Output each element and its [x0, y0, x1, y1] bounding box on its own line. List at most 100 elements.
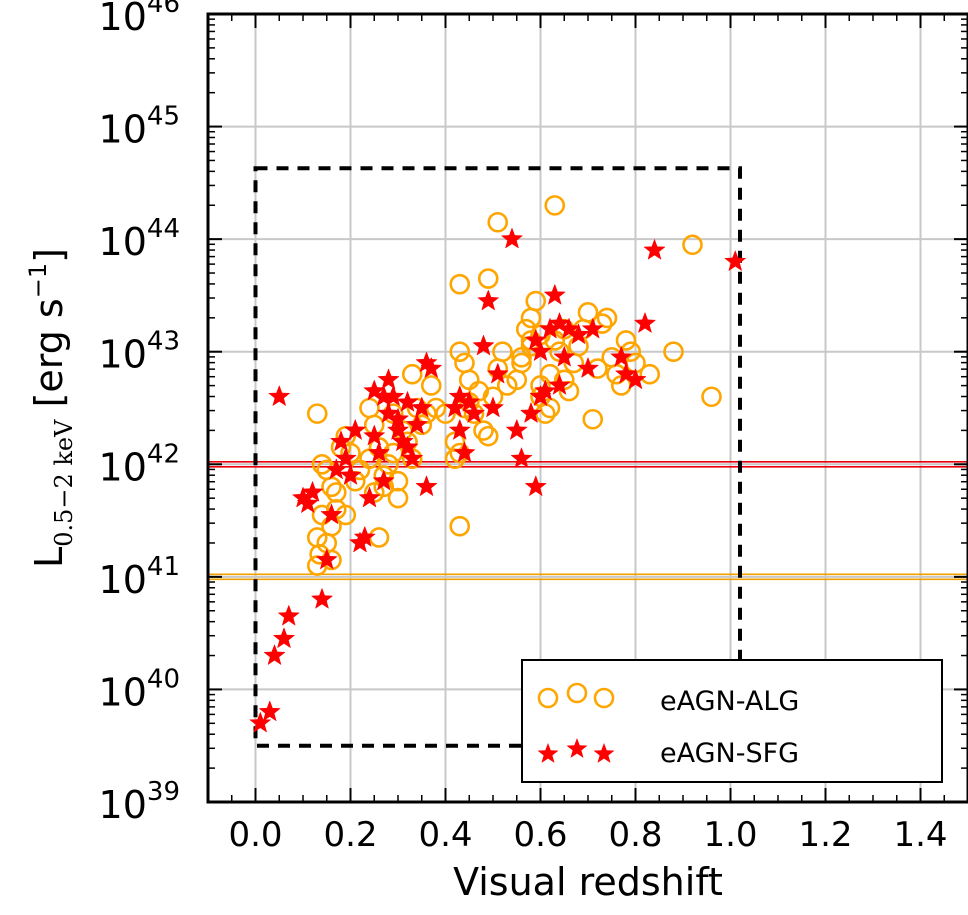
- selection-box-outline: [253, 166, 742, 748]
- alg-point: [359, 397, 380, 419]
- alg-point: [596, 307, 618, 329]
- sfg-point: [557, 317, 581, 339]
- legend-sfg-star: [537, 743, 559, 763]
- sfg-point: [553, 345, 576, 367]
- alg-point: [306, 403, 328, 424]
- legend-alg-circle: [566, 682, 588, 704]
- sfg-point: [448, 418, 471, 440]
- alg-point: [487, 211, 509, 233]
- sfg-point: [505, 418, 528, 440]
- sfg-point: [334, 446, 357, 469]
- data-points: [249, 195, 747, 733]
- alg-point: [582, 408, 604, 430]
- sfg-point: [396, 390, 419, 412]
- sfg-point: [462, 401, 486, 424]
- alg-point: [458, 369, 480, 391]
- x-tick-label: 1.0: [703, 815, 757, 855]
- y-tick-label: 1042: [99, 439, 180, 489]
- x-tick-label: 0.0: [228, 815, 282, 855]
- legend-alg-circle: [537, 687, 559, 709]
- y-tick-label: 1039: [99, 777, 180, 827]
- sfg-point: [258, 700, 281, 722]
- sfg-point: [610, 345, 633, 367]
- alg-point: [525, 290, 547, 312]
- sfg-point: [477, 289, 500, 311]
- sfg-point: [643, 238, 666, 260]
- x-axis-label: Visual redshift: [453, 860, 723, 904]
- sfg-point: [548, 311, 571, 334]
- alg-point: [663, 341, 684, 363]
- sfg-point: [401, 446, 424, 469]
- sfg-point: [372, 384, 395, 407]
- sfg-point: [581, 317, 604, 339]
- alg-point: [387, 487, 409, 509]
- alg-point: [639, 363, 661, 385]
- legend-alg-circle: [593, 687, 615, 709]
- sfg-point: [320, 503, 343, 525]
- alg-point: [682, 234, 703, 256]
- sfg-point: [567, 323, 590, 345]
- alg-point: [378, 453, 399, 475]
- sfg-point: [301, 480, 324, 502]
- sfg-point: [263, 643, 286, 666]
- legend: eAGN-ALG eAGN-SFG: [521, 659, 943, 783]
- sfg-point: [534, 379, 557, 401]
- sfg-point: [405, 413, 429, 435]
- sfg-point: [315, 548, 338, 570]
- legend-box: [521, 659, 943, 783]
- sfg-point: [296, 491, 319, 514]
- sfg-point: [410, 396, 433, 418]
- alg-point: [401, 363, 423, 385]
- legend-label-sfg: eAGN-SFG: [660, 738, 799, 769]
- y-axis-label: L0.5−2 keV [erg s−1]: [24, 248, 78, 568]
- sfg-point: [277, 604, 300, 626]
- sfg-point: [372, 469, 395, 491]
- sfg-point: [524, 328, 547, 350]
- sfg-point: [377, 401, 400, 424]
- sfg-point: [329, 430, 353, 452]
- y-tick-label: 1044: [99, 214, 180, 264]
- y-axis-ticks: 1039 1040 1041 1042 1043 1044 1045 1046: [99, 0, 968, 827]
- sfg-point: [367, 441, 391, 463]
- legend-alg-marker: [537, 682, 615, 709]
- sfg-point: [576, 356, 600, 379]
- sfg-point: [519, 401, 543, 424]
- x-axis-ticks: 0.0 0.2 0.4 0.6 0.8 1.0 1.2 1.4: [207, 14, 968, 855]
- alg-point: [321, 476, 342, 498]
- legend-label-alg: eAGN-ALG: [660, 686, 799, 717]
- sfg-point: [415, 351, 438, 373]
- sfg-point: [624, 368, 647, 390]
- x-tick-label: 1.2: [798, 815, 852, 855]
- sfg-point: [325, 458, 348, 480]
- y-tick-label: 1046: [99, 0, 180, 39]
- alg-point: [492, 341, 513, 363]
- alg-point: [368, 527, 390, 548]
- sfg-point: [481, 396, 505, 418]
- sfg-point: [396, 435, 419, 457]
- alg-point: [511, 352, 532, 374]
- alg-point: [449, 273, 471, 295]
- sfg-point: [268, 384, 291, 407]
- sfg-point: [386, 407, 410, 429]
- sfg-point: [272, 627, 296, 649]
- x-tick-label: 0.8: [608, 815, 662, 855]
- sfg-point: [448, 384, 471, 407]
- alg-point: [534, 403, 556, 424]
- legend-sfg-star: [566, 738, 588, 758]
- alg-point: [325, 482, 347, 503]
- sfg-point: [344, 418, 367, 440]
- sfg-point: [500, 227, 524, 249]
- sfg-point: [724, 249, 747, 272]
- alg-point: [473, 420, 494, 441]
- reference-lines: [208, 460, 968, 581]
- y-tick-label: 1043: [99, 327, 180, 377]
- alg-point: [520, 307, 542, 329]
- sfg-point: [486, 362, 509, 384]
- sfg-point: [453, 441, 476, 463]
- sfg-point: [249, 711, 272, 733]
- sfg-point: [358, 486, 381, 508]
- alg-point: [454, 352, 475, 374]
- sfg-point: [548, 373, 571, 395]
- sfg-point: [339, 463, 362, 485]
